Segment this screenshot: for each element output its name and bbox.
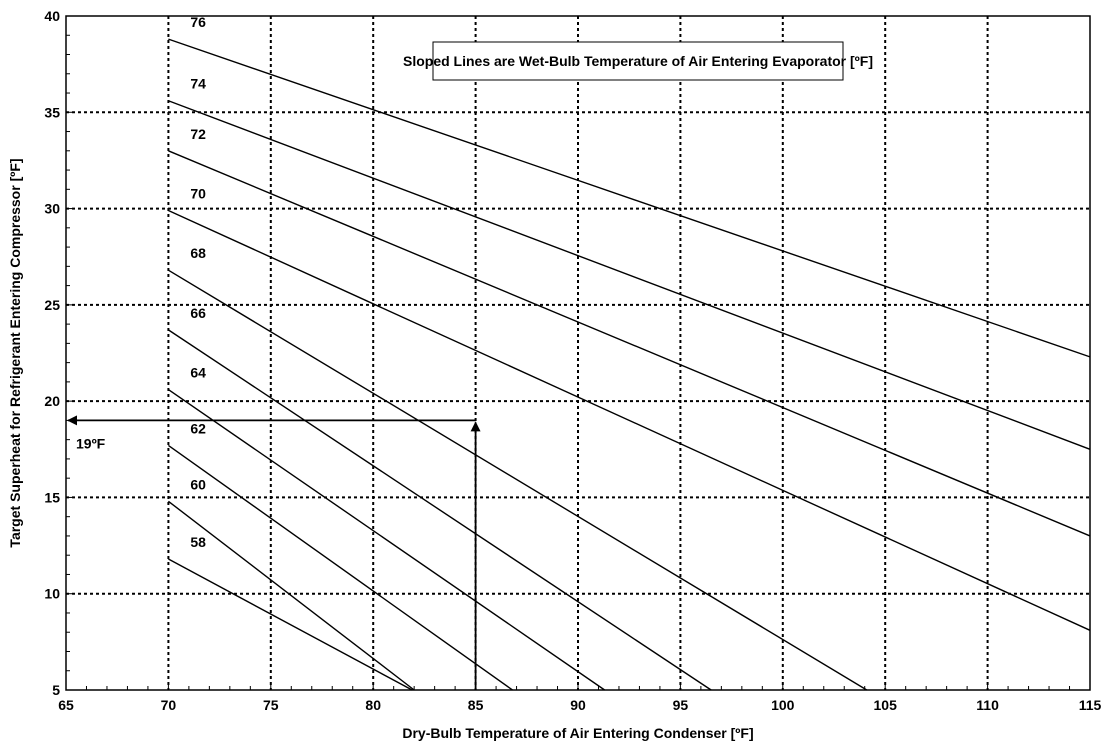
series-line-58 (168, 558, 413, 691)
series-label-58: 58 (190, 534, 206, 550)
y-tick-label: 25 (44, 297, 60, 313)
series-label-68: 68 (190, 245, 206, 261)
series-line-60 (167, 500, 415, 691)
x-tick-label: 65 (58, 697, 74, 713)
annotation-label: 19ºF (76, 435, 106, 451)
series-lines (167, 38, 1091, 691)
y-tick-label: 20 (44, 393, 60, 409)
series-label-64: 64 (190, 365, 206, 381)
series-line-66 (168, 329, 712, 691)
x-tick-label: 100 (771, 697, 795, 713)
y-tick-label: 15 (44, 489, 60, 505)
x-axis-title: Dry-Bulb Temperature of Air Entering Con… (402, 725, 753, 741)
series-label-70: 70 (190, 185, 206, 201)
x-tick-label: 110 (976, 697, 999, 713)
y-axis-ticks: 5 10 15 20 25 30 35 40 (44, 8, 73, 698)
series-label-60: 60 (190, 476, 206, 492)
x-tick-label: 75 (263, 697, 279, 713)
grid (66, 16, 1090, 690)
y-tick-label: 35 (44, 104, 60, 120)
x-tick-label: 90 (570, 697, 586, 713)
note-box: Sloped Lines are Wet-Bulb Temperature of… (403, 41, 873, 81)
x-tick-label: 105 (874, 697, 898, 713)
series-label-62: 62 (190, 420, 206, 436)
x-tick-label: 80 (365, 697, 381, 713)
note-text: Sloped Lines are Wet-Bulb Temperature of… (403, 53, 873, 69)
y-tick-label: 10 (44, 586, 60, 602)
x-tick-label: 70 (161, 697, 177, 713)
series-label-74: 74 (190, 76, 206, 92)
y-tick-label: 40 (44, 8, 60, 24)
x-tick-label: 95 (673, 697, 689, 713)
annotation: 19ºF (67, 415, 481, 690)
y-tick-label: 30 (44, 201, 60, 217)
series-labels: 76 74 72 70 68 66 64 62 60 58 (190, 14, 206, 550)
series-line-68 (168, 269, 868, 691)
series-line-76 (168, 38, 1091, 358)
series-line-70 (168, 209, 1091, 631)
y-tick-label: 5 (52, 682, 60, 698)
series-line-64 (168, 389, 606, 691)
y-axis-title: Target Superheat for Refrigerant Enterin… (7, 158, 23, 547)
series-line-74 (168, 100, 1091, 450)
series-label-76: 76 (190, 14, 206, 30)
x-tick-label: 85 (468, 697, 484, 713)
series-label-66: 66 (190, 305, 206, 321)
x-tick-label: 115 (1079, 697, 1102, 713)
x-axis-ticks: 65 70 75 80 85 90 95 100 105 110 115 (58, 683, 1102, 713)
series-label-72: 72 (190, 126, 206, 142)
series-line-62 (167, 444, 513, 691)
series-line-72 (168, 150, 1091, 537)
